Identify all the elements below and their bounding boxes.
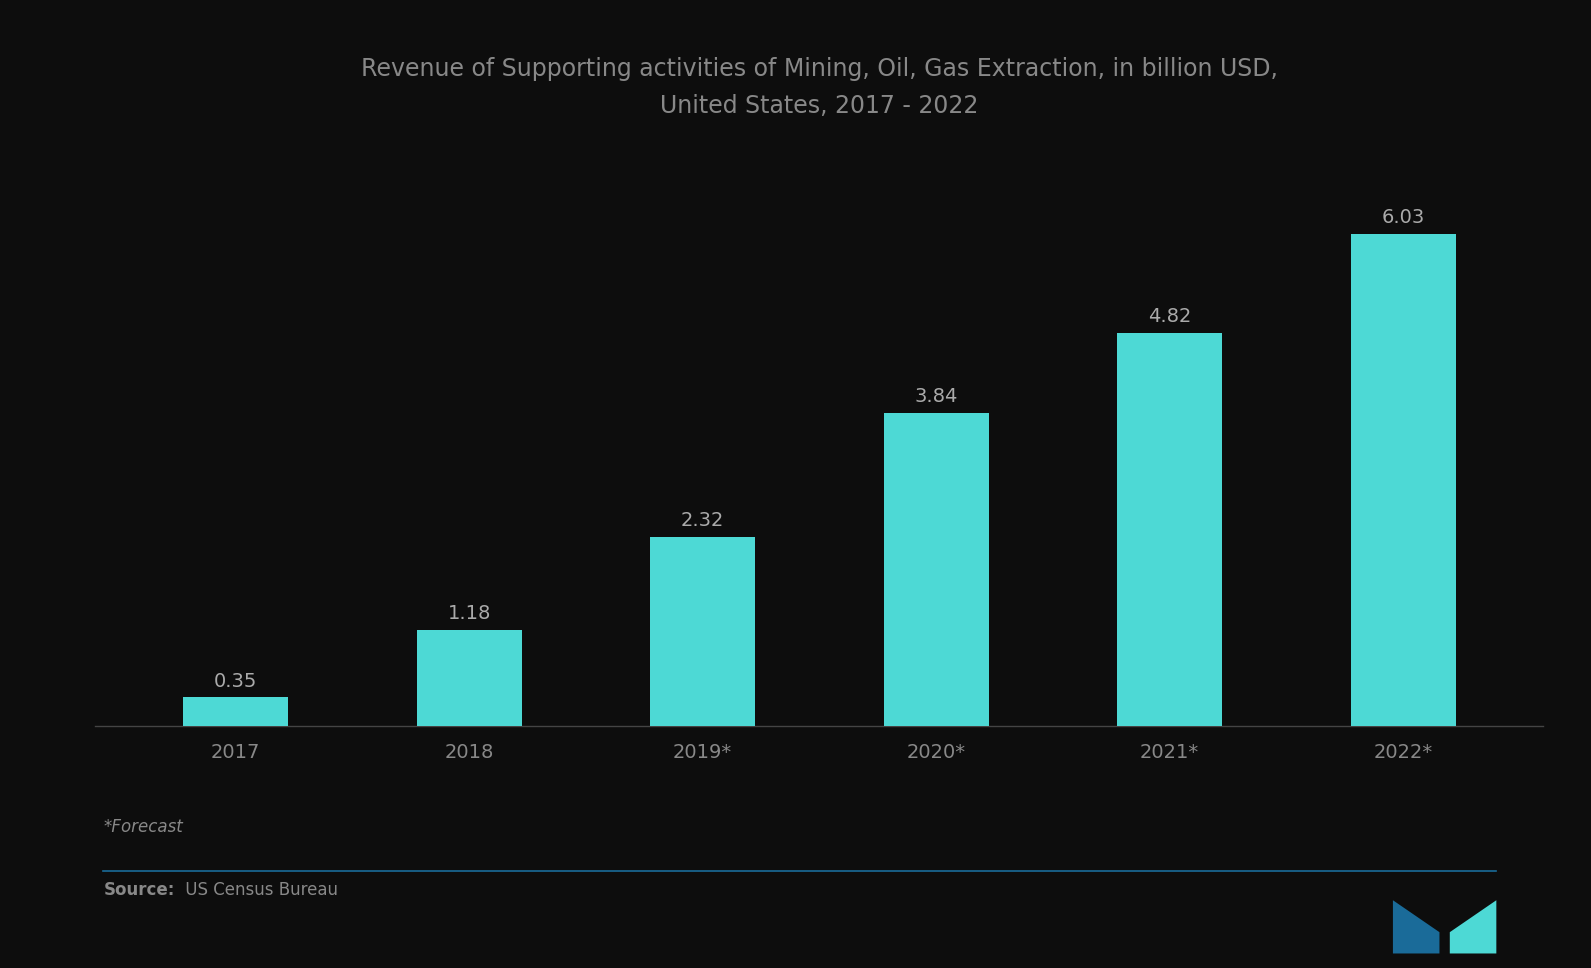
Text: 3.84: 3.84 [915,387,958,407]
Text: 1.18: 1.18 [447,604,490,623]
Text: Source:: Source: [103,881,175,899]
Text: 2.32: 2.32 [681,511,724,530]
Bar [183,697,288,726]
Bar [651,536,756,726]
Text: 6.03: 6.03 [1381,208,1426,227]
Title: Revenue of Supporting activities of Mining, Oil, Gas Extraction, in billion USD,: Revenue of Supporting activities of Mini… [361,57,1278,118]
Bar [1351,234,1456,726]
Bar [1117,333,1222,726]
Text: *Forecast: *Forecast [103,818,183,836]
Text: US Census Bureau: US Census Bureau [180,881,337,899]
Bar [417,630,522,726]
Text: 4.82: 4.82 [1149,307,1192,326]
Text: 0.35: 0.35 [213,672,258,691]
Bar [883,412,988,726]
